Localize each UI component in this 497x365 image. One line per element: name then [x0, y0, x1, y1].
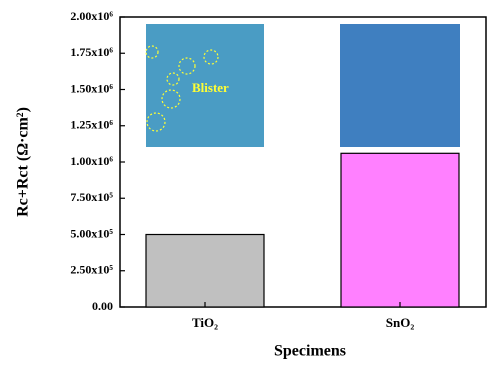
y-tick-label: 7.50x10⁵: [70, 190, 113, 204]
x-tick-label: SnO₂: [386, 315, 415, 330]
sno2-inset-image: [340, 24, 460, 147]
x-axis-title: Specimens: [274, 343, 346, 360]
annotation: Blister: [192, 80, 229, 95]
y-tick-label: 2.50x10⁵: [70, 263, 113, 277]
y-tick-label: 2.00x10⁶: [70, 9, 113, 23]
y-axis-title: Rc+Rct (Ω·cm²): [15, 107, 32, 217]
y-tick-label: 0.00: [92, 299, 113, 313]
bar: [341, 153, 459, 307]
chart: Blister Specimens Rc+Rct (Ω·cm²) 0.00 2.5…: [0, 0, 497, 365]
y-tick-label: 1.25x10⁶: [70, 118, 113, 132]
bar: [146, 235, 264, 308]
x-tick-label: TiO₂: [192, 315, 218, 330]
y-tick-label: 1.50x10⁶: [70, 81, 113, 95]
y-tick-label: 1.75x10⁶: [70, 45, 113, 59]
y-tick-label: 5.00x10⁵: [70, 226, 113, 240]
insets: Blister: [146, 24, 460, 147]
y-tick-label: 1.00x10⁶: [70, 154, 113, 168]
